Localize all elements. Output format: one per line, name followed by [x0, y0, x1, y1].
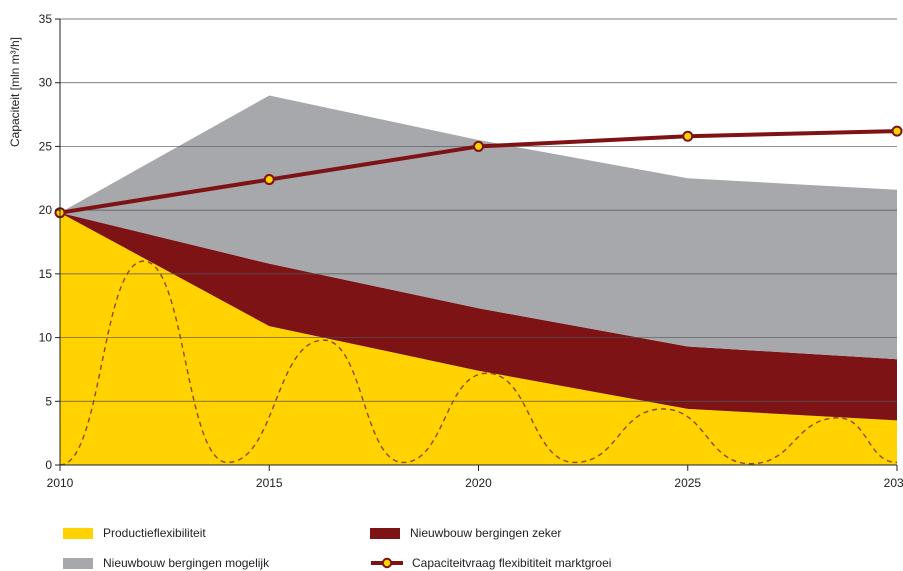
x-tick-label-2: 2020	[465, 476, 492, 490]
y-tick-label-7: 35	[39, 12, 53, 26]
demand-point-2020	[473, 140, 484, 152]
legend-label-vraag: Capaciteitvraag flexibititeit marktgroei	[412, 556, 612, 570]
x-tick-label-1: 2015	[256, 476, 283, 490]
x-tick-label-0: 2010	[47, 476, 74, 490]
capacity-chart: 0510152025303520102015202020252030Capaci…	[8, 12, 903, 490]
legend-item-vraag: Capaciteitvraag flexibititeit marktgroei	[370, 556, 611, 570]
x-tick-label-3: 2025	[674, 476, 701, 490]
legend-label-mogelijk: Nieuwbouw bergingen mogelijk	[103, 556, 270, 570]
dashed-wave-line	[59, 260, 898, 466]
legend-swatch-gray	[63, 557, 93, 569]
legend-swatch-darkred	[370, 527, 400, 539]
y-tick-label-1: 5	[45, 394, 52, 408]
legend-label-productie: Productieflexibiliteit	[103, 526, 206, 540]
y-tick-label-6: 30	[39, 76, 53, 90]
y-axis-label: Capaciteit [mln m³/h]	[8, 37, 22, 147]
legend-item-zeker: Nieuwbouw bergingen zeker	[370, 526, 561, 540]
y-tick-label-0: 0	[45, 458, 52, 472]
legend-label-zeker: Nieuwbouw bergingen zeker	[410, 526, 562, 540]
y-tick-label-3: 15	[39, 267, 53, 281]
area-series-0	[60, 212, 897, 465]
y-tick-label-4: 20	[39, 203, 53, 217]
demand-point-2025	[682, 130, 694, 142]
y-tick-label-5: 25	[39, 139, 53, 153]
demand-point-2015	[263, 174, 275, 186]
legend-item-productie: Productieflexibiliteit	[63, 526, 206, 540]
area-series-1	[60, 212, 897, 421]
demand-point-2030	[891, 125, 903, 137]
legend-line-marker-icon	[371, 557, 403, 569]
y-tick-label-2: 10	[39, 331, 53, 345]
legend-item-mogelijk: Nieuwbouw bergingen mogelijk	[63, 556, 269, 570]
area-series-2	[60, 95, 897, 360]
x-tick-label-4: 2030	[884, 476, 903, 490]
legend-swatch-yellow	[63, 527, 93, 539]
